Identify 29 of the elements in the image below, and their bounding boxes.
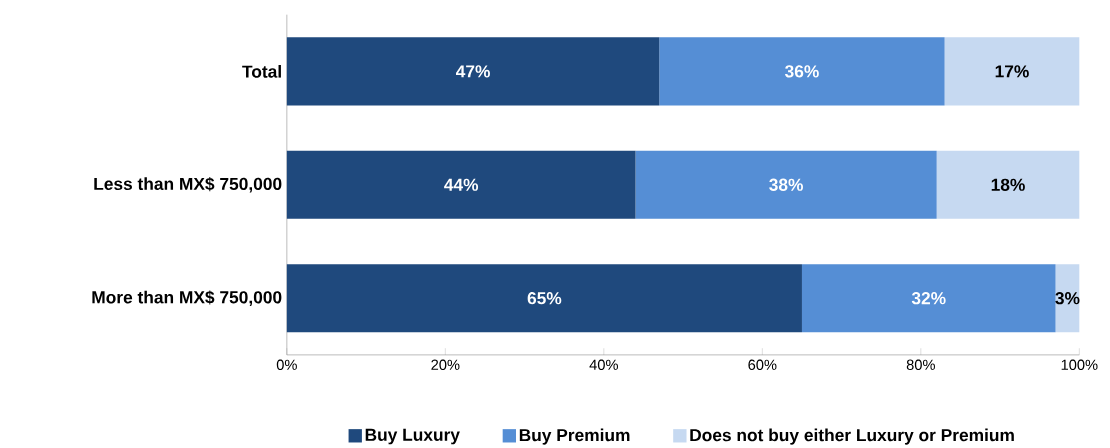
x-tick-label: 80% bbox=[906, 359, 935, 370]
x-tick-label: 40% bbox=[589, 359, 618, 370]
legend-label: Buy Premium bbox=[519, 428, 630, 445]
data-label: 65% bbox=[527, 291, 562, 305]
bar bbox=[944, 37, 1080, 106]
bar bbox=[286, 150, 636, 219]
bar bbox=[659, 37, 945, 106]
data-label: 32% bbox=[911, 291, 946, 305]
data-label: 38% bbox=[769, 178, 803, 191]
y-tick-label: Total bbox=[242, 64, 281, 78]
bar bbox=[286, 263, 802, 332]
x-tick-label: 0% bbox=[276, 359, 297, 370]
x-tick-label: 60% bbox=[748, 359, 777, 370]
data-label: 18% bbox=[991, 178, 1025, 191]
data-label: 36% bbox=[785, 65, 819, 78]
bar bbox=[635, 150, 937, 219]
legend-label: Buy Luxury bbox=[365, 428, 460, 445]
x-tick-label: 20% bbox=[431, 359, 460, 370]
data-label: 47% bbox=[455, 65, 490, 78]
data-label: 17% bbox=[995, 65, 1029, 78]
legend-label: Does not buy either Luxury or Premium bbox=[690, 428, 1014, 445]
bar bbox=[936, 150, 1080, 219]
data-label: 44% bbox=[444, 178, 479, 191]
y-tick-label: More than MX$ 750,000 bbox=[92, 290, 282, 306]
x-tick-label: 100% bbox=[1061, 359, 1098, 370]
bar bbox=[286, 37, 660, 106]
bar bbox=[801, 263, 1056, 332]
data-label: 3% bbox=[1055, 291, 1080, 305]
y-tick-label: Less than MX$ 750,000 bbox=[94, 176, 282, 193]
